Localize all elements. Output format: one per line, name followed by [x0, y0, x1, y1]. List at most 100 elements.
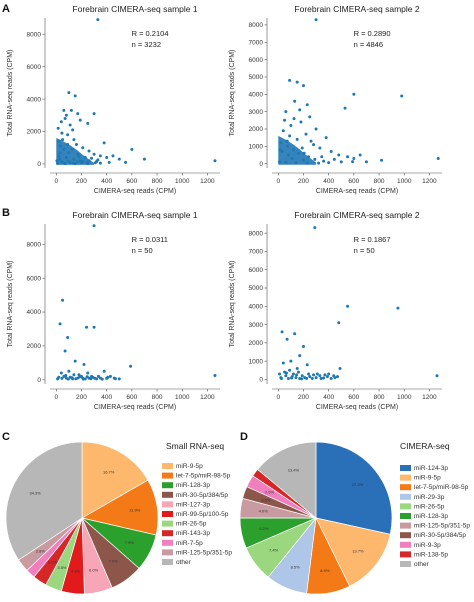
data-point	[308, 375, 312, 379]
y-tick-label: 1000	[249, 358, 264, 365]
x-tick-label: 200	[298, 178, 309, 185]
data-point	[281, 361, 285, 365]
scatter-chart-b2: Forebrain CIMERA-seq sample 201000200030…	[229, 210, 442, 411]
data-point	[312, 373, 316, 377]
data-point	[300, 377, 304, 381]
data-point	[307, 372, 311, 376]
scatter-chart-a2: Forebrain CIMERA-seq sample 201000200030…	[229, 4, 442, 195]
data-point	[66, 133, 70, 137]
x-tick-label: 1000	[397, 394, 412, 401]
data-point	[93, 376, 97, 380]
slice-label: 7.4%	[269, 548, 279, 553]
data-point	[318, 374, 322, 378]
data-point	[69, 108, 73, 112]
data-point	[309, 139, 313, 143]
data-point	[58, 151, 62, 155]
y-tick-label: 6000	[27, 64, 42, 71]
sample-count: n = 3232	[132, 40, 161, 49]
correlation-r: R = 0.1867	[354, 235, 391, 244]
x-tick-label: 400	[101, 178, 112, 185]
data-point	[313, 226, 317, 230]
data-point	[289, 359, 293, 363]
data-point	[322, 376, 326, 380]
y-tick-label: 4000	[249, 303, 264, 310]
data-point	[71, 161, 75, 165]
legend-swatch	[400, 551, 411, 558]
data-point	[346, 155, 350, 159]
legend-swatch	[400, 513, 411, 519]
legend-label: miR-30-5p/384/5p	[414, 532, 466, 539]
data-point	[96, 374, 100, 378]
data-point	[67, 369, 71, 373]
scatter-chart-b1: Forebrain CIMERA-seq sample 102000400060…	[7, 210, 220, 411]
data-point	[310, 377, 314, 381]
y-tick-label: 2000	[27, 343, 42, 350]
y-tick-label: 0	[259, 377, 263, 384]
data-point	[77, 373, 81, 377]
data-point	[338, 366, 342, 370]
data-point	[278, 160, 282, 164]
data-point	[298, 354, 302, 358]
x-tick-label: 1200	[422, 394, 437, 401]
data-point	[57, 139, 61, 143]
data-point	[92, 325, 96, 329]
data-point	[66, 159, 70, 163]
y-tick-label: 2000	[249, 340, 264, 347]
x-tick-label: 600	[126, 394, 137, 401]
data-point	[320, 155, 324, 159]
y-axis-label: Total RNA-seq reads (CPM)	[7, 50, 14, 137]
x-tick-label: 800	[374, 394, 385, 401]
legend-swatch	[400, 474, 411, 481]
data-point	[301, 345, 305, 349]
data-point	[58, 144, 62, 148]
data-point	[213, 159, 217, 163]
data-point	[364, 160, 368, 164]
slice-label: 3.5%	[57, 565, 67, 570]
legend-swatch	[400, 503, 411, 510]
legend-label: let-7-5p/miR-98-5p	[414, 484, 469, 491]
chart-title: CIMERA-seq	[400, 441, 450, 451]
data-point	[89, 377, 93, 381]
data-point	[290, 156, 294, 160]
data-point	[435, 374, 439, 378]
data-point	[96, 158, 100, 162]
data-point	[285, 337, 289, 341]
data-point	[291, 148, 295, 152]
data-point	[61, 298, 65, 302]
y-tick-label: 0	[259, 161, 263, 168]
legend-swatch	[400, 465, 411, 471]
y-tick-label: 2000	[249, 126, 264, 133]
data-point	[295, 137, 299, 141]
legend-swatch	[162, 549, 173, 556]
legend-label: miR-29-3p	[414, 494, 445, 501]
data-point	[325, 375, 329, 379]
data-point	[62, 108, 66, 112]
data-point	[66, 142, 70, 146]
y-tick-label: 1000	[249, 144, 264, 151]
chart-title: Forebrain CIMERA-seq sample 1	[72, 210, 197, 220]
x-tick-label: 0	[54, 394, 58, 401]
legend-swatch	[162, 482, 173, 489]
data-point	[294, 161, 298, 165]
chart-title: Forebrain CIMERA-seq sample 2	[294, 4, 419, 14]
data-point	[74, 142, 78, 146]
data-point	[81, 377, 85, 381]
data-point	[312, 143, 316, 147]
data-point	[74, 377, 78, 381]
data-point	[61, 138, 65, 142]
data-point	[284, 374, 288, 378]
data-point	[55, 159, 59, 163]
data-point	[76, 112, 80, 116]
data-point	[298, 108, 302, 112]
data-point	[288, 78, 292, 82]
dense-point-cluster	[278, 135, 317, 165]
y-tick-label: 6000	[249, 267, 264, 274]
data-point	[87, 149, 91, 153]
slice-label: 7.9%	[125, 540, 135, 545]
x-tick-label: 1200	[422, 178, 437, 185]
x-tick-label: 0	[54, 178, 58, 185]
data-point	[59, 120, 63, 124]
data-point	[75, 160, 79, 164]
x-axis-label: CIMERA-seq reads (CPM)	[94, 188, 176, 195]
x-tick-label: 0	[276, 394, 280, 401]
